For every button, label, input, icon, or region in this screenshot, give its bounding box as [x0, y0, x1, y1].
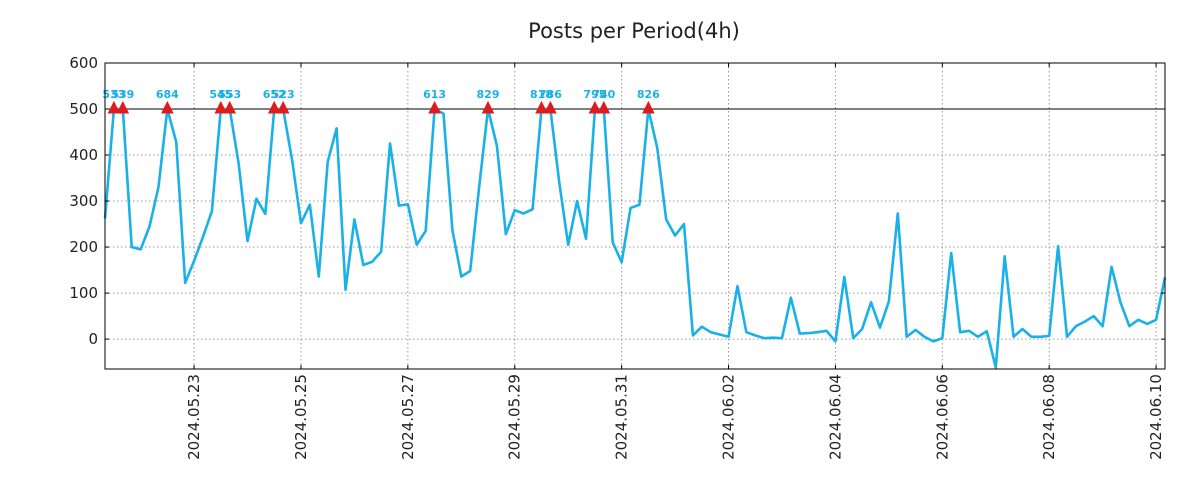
x-tick-label: 2024.06.04	[826, 374, 844, 460]
x-tick-label: 2024.05.25	[292, 374, 310, 460]
x-tick-label: 2024.06.08	[1040, 374, 1058, 460]
x-tick-label: 2024.05.31	[613, 374, 631, 460]
y-tick-label: 100	[69, 284, 98, 302]
series-line-posts	[103, 107, 1167, 369]
x-tick-label: 2024.05.27	[399, 374, 417, 460]
peak-marker	[276, 100, 290, 114]
peak-label: 740	[592, 88, 615, 101]
peak-marker	[642, 100, 655, 114]
peak-label: 539	[111, 88, 134, 101]
peak-marker	[428, 100, 441, 114]
peak-label: 826	[637, 88, 660, 101]
y-tick-label: 500	[69, 100, 98, 118]
peak-label: 786	[539, 88, 562, 101]
x-tick-label: 2024.06.02	[720, 374, 738, 460]
peak-marker	[267, 100, 281, 114]
x-axis-ticks: 2024.05.23 2024.05.25 2024.05.27 2024.05.29…	[185, 63, 1165, 460]
y-tick-label: 300	[69, 192, 98, 210]
peak-label: 523	[272, 88, 295, 101]
peak-label: 533	[102, 88, 125, 101]
peak-label: 652	[263, 88, 286, 101]
peak-marker	[107, 100, 121, 114]
peak-label: 545	[209, 88, 232, 101]
peak-marker	[535, 100, 548, 114]
peak-marker	[481, 100, 495, 114]
y-tick-label: 200	[69, 238, 98, 256]
peak-marker	[544, 100, 557, 114]
peak-label: 553	[218, 88, 241, 101]
x-tick-label: 2024.05.29	[506, 374, 524, 460]
peak-label: 684	[156, 88, 179, 101]
peak-label: 829	[477, 88, 500, 101]
chart-title: Posts per Period(4h)	[528, 19, 740, 43]
y-tick-label: 0	[88, 330, 98, 348]
peak-marker	[161, 100, 174, 114]
peak-marker	[223, 100, 237, 114]
y-tick-label: 600	[69, 54, 98, 72]
y-tick-label: 400	[69, 146, 98, 164]
peak-marker	[588, 100, 602, 114]
peak-markers	[107, 100, 655, 114]
x-tick-label: 2024.06.10	[1147, 374, 1165, 460]
x-tick-label: 2024.05.23	[185, 374, 203, 460]
peak-label: 613	[423, 88, 446, 101]
series-layer	[103, 107, 1167, 369]
peak-label: 795	[583, 88, 606, 101]
peak-marker	[597, 100, 611, 114]
plot-frame	[104, 62, 1166, 370]
x-tick-label: 2024.06.06	[933, 374, 951, 460]
y-axis-ticks: 0 100 200 300 400 500 600	[69, 54, 1165, 348]
peak-label: 818	[530, 88, 553, 101]
peak-marker	[214, 100, 228, 114]
peak-marker	[116, 100, 130, 114]
